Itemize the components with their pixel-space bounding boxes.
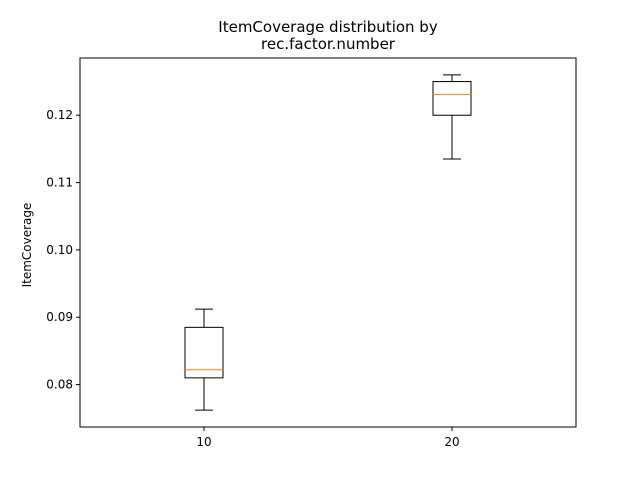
y-tick-label: 0.11 <box>46 176 73 190</box>
x-tick-label: 20 <box>444 435 459 449</box>
y-ticks-layer: 0.08 0.09 0.10 0.11 0.12 <box>46 108 80 392</box>
y-tick-label: 0.08 <box>46 378 73 392</box>
y-tick-label: 0.09 <box>46 310 73 324</box>
interquartile-box <box>184 326 224 379</box>
interquartile-box <box>432 81 472 116</box>
y-axis-label: ItemCoverage <box>20 203 34 288</box>
chart-title-line-1: ItemCoverage distribution by <box>218 18 438 36</box>
box-20 <box>432 74 472 160</box>
y-tick-label: 0.12 <box>46 108 73 122</box>
y-tick-label: 0.10 <box>46 243 73 257</box>
x-tick-label: 10 <box>196 435 211 449</box>
chart-title-line-2: rec.factor.number <box>261 35 396 53</box>
boxes-layer <box>184 74 472 411</box>
plot-area-frame <box>79 57 577 428</box>
x-ticks-layer: 10 20 <box>196 427 460 449</box>
box-10 <box>184 308 224 411</box>
